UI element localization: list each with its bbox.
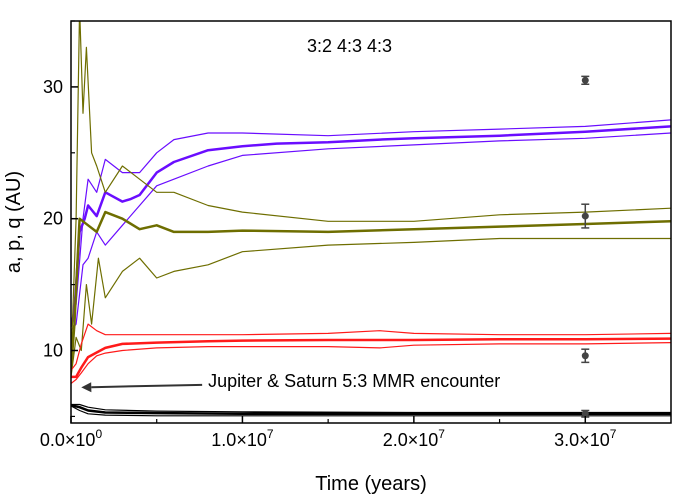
error-point-saturn-observed [581, 348, 590, 364]
x-tick-label: 3.0×107 [554, 427, 617, 450]
series-jupiter-q [71, 403, 671, 414]
annotation-text: Jupiter & Saturn 5:3 MMR encounter [208, 371, 500, 391]
y-tick-label: 20 [43, 209, 63, 229]
series-neptune-a [71, 125, 671, 328]
series-uranus-q [71, 237, 671, 377]
x-tick-label: 1.0×107 [211, 427, 274, 450]
series-layer [71, 21, 671, 417]
y-tick-label: 10 [43, 341, 63, 361]
series-uranus-a [71, 210, 671, 371]
ticks: 0.0×100 1.0×107 2.0×107 3.0×107 10 20 30 [40, 20, 617, 450]
error-point-neptune-observed [581, 75, 590, 86]
series-neptune-q [71, 132, 671, 332]
resonance-labels: 3:2 4:3 4:3 [307, 36, 392, 56]
y-tick-label: 30 [43, 77, 63, 97]
error-points [581, 75, 590, 418]
annotation: Jupiter & Saturn 5:3 MMR encounter [81, 371, 500, 393]
plot-frame [70, 20, 672, 424]
series-jupiter-q [71, 405, 671, 417]
y-axis-label: a, p, q (AU) [3, 171, 25, 273]
series-uranus-q [71, 21, 671, 364]
x-tick-label: 0.0×100 [40, 427, 103, 450]
x-axis-label: Time (years) [315, 473, 426, 495]
error-point-uranus-observed [581, 203, 590, 229]
annotation-arrowhead [81, 382, 92, 393]
series-saturn-a [71, 337, 671, 379]
series-saturn-q [71, 342, 671, 384]
series-jupiter-a [71, 403, 671, 416]
x-tick-label: 2.0×107 [383, 427, 446, 450]
series-saturn-q [71, 323, 671, 371]
annotation-arrow [91, 383, 203, 389]
series-neptune-q [71, 119, 671, 325]
